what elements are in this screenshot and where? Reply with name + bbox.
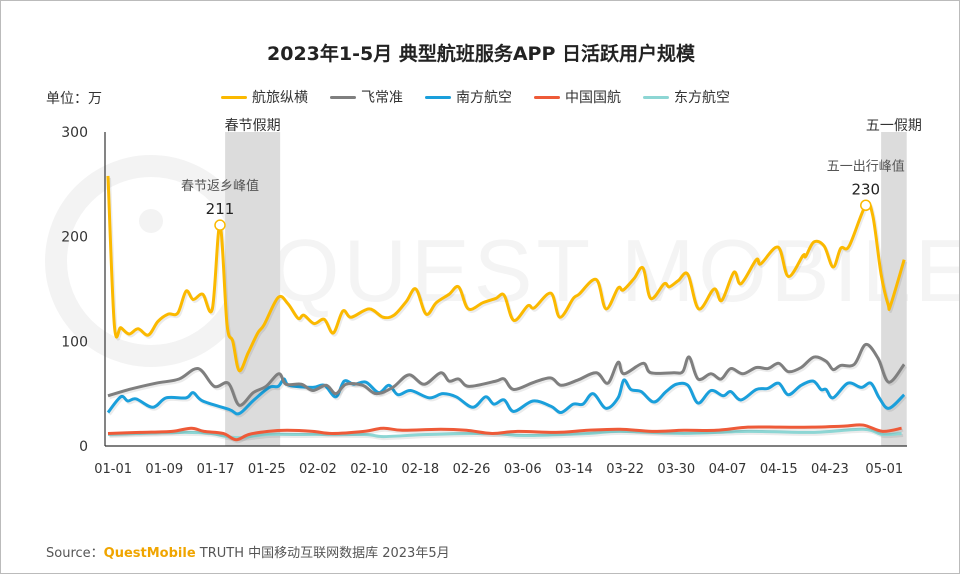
x-tick-label: 01-01	[94, 462, 132, 477]
legend-item: 中国国航	[534, 87, 621, 107]
x-tick-label: 01-09	[145, 462, 183, 477]
x-tick-label: 04-15	[760, 462, 798, 477]
source-rest: TRUTH 中国移动互联网数据库 2023年5月	[195, 546, 450, 561]
series-line-中国国航	[107, 423, 902, 442]
y-tick-label: 300	[61, 125, 88, 141]
legend-swatch	[330, 95, 356, 99]
legend-swatch	[534, 95, 560, 99]
x-tick-label: 03-22	[606, 462, 644, 477]
peak-annotation: 五一出行峰值	[827, 158, 905, 174]
x-tick-label: 02-26	[453, 462, 491, 477]
legend-label: 东方航空	[674, 90, 730, 106]
legend-label: 南方航空	[456, 90, 512, 106]
y-tick-label: 100	[61, 334, 88, 350]
peak-value-label: 211	[206, 200, 235, 218]
peak-marker	[214, 219, 226, 231]
peak-annotation: 春节返乡峰值	[181, 178, 259, 194]
legend-label: 飞常准	[361, 90, 403, 106]
watermark-text: QUEST MOBILE	[271, 221, 960, 320]
legend-swatch	[643, 95, 669, 99]
x-tick-label: 01-25	[248, 462, 286, 477]
peak-marker	[860, 199, 872, 212]
legend-item: 航旅纵横	[221, 87, 308, 107]
source-brand: QuestMobile	[103, 546, 196, 561]
source-note: Source：QuestMobile TRUTH 中国移动互联网数据库 2023…	[46, 542, 450, 561]
y-tick-label: 0	[79, 439, 88, 455]
holiday-label: 五一假期	[866, 118, 922, 134]
peak-value-label: 230	[851, 180, 880, 198]
series-line-飞常准	[107, 342, 906, 407]
x-tick-label: 03-30	[657, 462, 695, 477]
x-tick-label: 02-18	[401, 462, 439, 477]
x-tick-label: 04-07	[709, 462, 747, 477]
watermark-logo-dot	[139, 209, 163, 233]
legend: 航旅纵横 飞常准 南方航空 中国国航 东方航空	[221, 87, 730, 107]
legend-item: 飞常准	[330, 87, 403, 107]
legend-swatch	[221, 95, 247, 99]
legend-label: 中国国航	[565, 90, 621, 106]
x-tick-label: 04-23	[811, 462, 849, 477]
unit-label: 单位：万	[46, 91, 102, 107]
legend-item: 南方航空	[425, 87, 512, 107]
source-prefix: Source：	[46, 546, 104, 561]
series-line-南方航空	[106, 377, 906, 416]
holiday-label: 春节假期	[225, 118, 281, 134]
x-tick-label: 03-14	[555, 462, 593, 477]
y-tick-label: 200	[61, 230, 88, 246]
x-tick-label: 02-02	[299, 462, 337, 477]
x-tick-label: 02-10	[350, 462, 388, 477]
legend-label: 航旅纵横	[252, 90, 308, 106]
series-line-东方航空	[107, 427, 902, 440]
chart-title: 2023年1-5月 典型航班服务APP 日活跃用户规模	[267, 43, 695, 65]
series-shadow	[109, 429, 904, 442]
legend-item: 东方航空	[643, 87, 730, 107]
x-tick-label: 05-01	[865, 462, 903, 477]
x-tick-label: 01-17	[197, 462, 235, 477]
legend-swatch	[425, 95, 451, 99]
x-tick-label: 03-06	[504, 462, 542, 477]
